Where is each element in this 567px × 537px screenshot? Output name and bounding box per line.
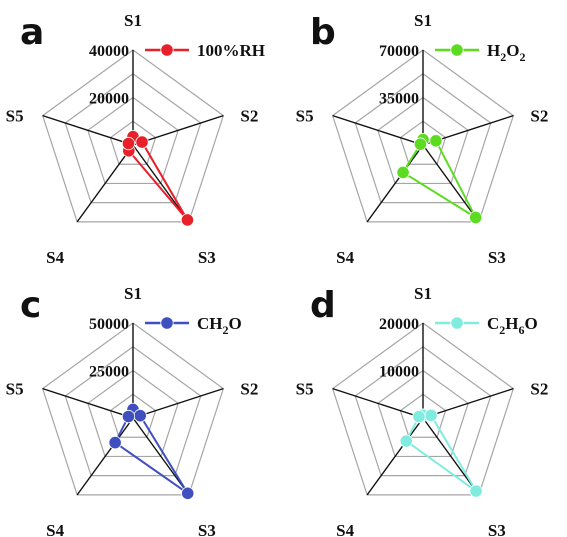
axis-spoke-s5 <box>332 387 424 419</box>
tick-label: 35000 <box>379 91 419 108</box>
axis-spoke-s5 <box>332 114 424 146</box>
axis-label-s3: S3 <box>488 248 506 267</box>
grid-ring <box>64 346 202 477</box>
legend-marker <box>450 316 464 330</box>
data-point-s3 <box>469 484 483 498</box>
tick-label: 20000 <box>379 316 419 333</box>
legend-label: CH2O <box>197 314 242 337</box>
axis-spoke-s3 <box>132 144 190 223</box>
radar-panel-a: S1 S2 S3 S4 S5 40000 20000 a 100%RH <box>6 11 265 267</box>
data-point-s4 <box>108 435 122 450</box>
data-point-s2 <box>424 408 438 422</box>
grid-ring <box>87 96 179 185</box>
axis-label-s5: S5 <box>6 107 24 126</box>
axis-spoke-s5 <box>42 114 134 146</box>
axis-label-s5: S5 <box>6 380 24 399</box>
axis-spoke-s3 <box>132 417 190 496</box>
grid-ring <box>377 369 469 458</box>
tick-label: 20000 <box>89 91 129 108</box>
grid-ring <box>41 322 225 496</box>
panel-letter: d <box>310 285 336 326</box>
grid-ring <box>399 120 447 165</box>
grid-ring <box>331 322 515 496</box>
tick-label: 10000 <box>379 364 419 381</box>
data-point-s4 <box>399 434 413 448</box>
radar-panel-c: S1 S2 S3 S4 S5 50000 25000 c CH2O <box>6 284 259 537</box>
data-point-s5 <box>121 136 136 151</box>
legend-label: H2O2 <box>487 41 525 64</box>
axis-label-s5: S5 <box>296 380 314 399</box>
panel-letter: b <box>310 12 336 53</box>
radar-panel-b: S1 S2 S3 S4 S5 70000 35000 b H2O2 <box>296 11 549 267</box>
tick-label: 25000 <box>89 364 129 381</box>
axis-label-s3: S3 <box>198 248 216 267</box>
tick-label: 50000 <box>89 316 129 333</box>
axis-label-s5: S5 <box>296 107 314 126</box>
axis-label-s2: S2 <box>240 380 258 399</box>
axis-label-s2: S2 <box>240 107 258 126</box>
grid-ring <box>87 369 179 458</box>
tick-label: 70000 <box>379 43 419 60</box>
axis-label-s3: S3 <box>198 521 216 537</box>
grid-ring <box>109 393 157 438</box>
data-point-s5 <box>412 410 426 424</box>
axis-label-s1: S1 <box>414 284 432 303</box>
data-point-s3 <box>180 213 195 227</box>
grid-ring <box>377 96 469 185</box>
axis-label-s2: S2 <box>530 107 548 126</box>
data-point-s2 <box>429 134 443 148</box>
grid-ring <box>331 49 515 223</box>
grid-ring <box>109 120 157 165</box>
axis-label-s1: S1 <box>124 284 142 303</box>
data-point-s3 <box>469 210 483 225</box>
axis-spoke-s4 <box>366 417 424 496</box>
axis-spoke-s3 <box>422 144 480 223</box>
data-point-s4 <box>396 165 410 180</box>
axis-label-s4: S4 <box>336 521 354 537</box>
axis-label-s1: S1 <box>124 11 142 30</box>
axis-label-s2: S2 <box>530 380 548 399</box>
data-point-s5 <box>121 409 136 424</box>
axis-label-s4: S4 <box>336 248 354 267</box>
grid-ring <box>64 73 202 204</box>
axis-spoke-s2 <box>422 387 514 419</box>
axis-spoke-s5 <box>42 387 134 419</box>
legend-label: 100%RH <box>197 41 265 60</box>
axis-label-s4: S4 <box>46 521 64 537</box>
axis-spoke-s4 <box>76 417 134 496</box>
grid-ring <box>354 73 492 204</box>
axis-spoke-s3 <box>422 417 480 496</box>
axis-spoke-s4 <box>76 144 134 223</box>
grid-ring <box>41 49 225 223</box>
data-point-s2 <box>135 135 149 149</box>
panel-letter: c <box>20 285 41 326</box>
data-point-s5 <box>413 137 428 151</box>
grid-ring <box>399 393 447 438</box>
legend-label: C2H6O <box>487 314 538 337</box>
radar-panel-d: S1 S2 S3 S4 S5 20000 10000 d C2H6O <box>296 284 549 537</box>
legend-marker <box>450 43 464 57</box>
axis-label-s3: S3 <box>488 521 506 537</box>
data-point-s2 <box>133 409 147 423</box>
tick-label: 40000 <box>89 43 129 60</box>
axis-spoke-s4 <box>366 144 424 223</box>
data-point-s3 <box>181 486 195 500</box>
legend-marker <box>160 316 174 330</box>
axis-label-s1: S1 <box>414 11 432 30</box>
axis-label-s4: S4 <box>46 248 64 267</box>
legend-marker <box>160 43 174 57</box>
axis-spoke-s2 <box>132 387 224 419</box>
series-line <box>402 138 477 219</box>
panel-letter: a <box>20 12 44 53</box>
grid-ring <box>354 346 492 477</box>
